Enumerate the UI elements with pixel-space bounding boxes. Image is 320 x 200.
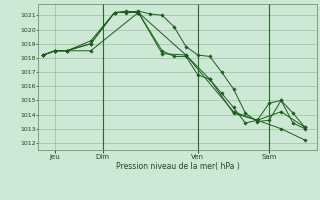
X-axis label: Pression niveau de la mer( hPa ): Pression niveau de la mer( hPa ) xyxy=(116,162,239,171)
